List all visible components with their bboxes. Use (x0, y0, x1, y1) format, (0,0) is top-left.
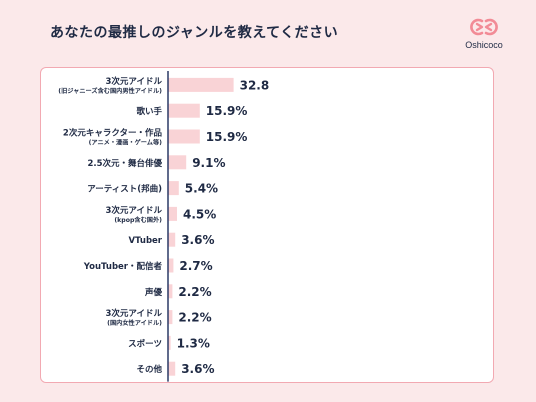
category-label: アーティスト(邦曲) (87, 184, 162, 195)
category-label: VTuber (128, 236, 162, 246)
value-label: 3.6% (181, 362, 214, 376)
bar-0 (168, 77, 234, 92)
bar-8 (168, 284, 173, 299)
bar-3 (168, 155, 187, 170)
value-label: 15.9% (206, 130, 248, 144)
bar-5 (168, 206, 177, 221)
value-label: 2.2% (178, 285, 211, 299)
chart-title: あなたの最推しのジャンルを教えてください (50, 25, 339, 41)
bar-4 (168, 181, 179, 196)
category-sublabel: (kpop含む国外) (114, 216, 162, 224)
bar-2 (168, 129, 200, 144)
category-sublabel: (国内女性アイドル) (107, 319, 162, 327)
oshicoco-logo-icon (470, 18, 498, 36)
bar-7 (168, 258, 174, 273)
value-label: 1.3% (177, 336, 210, 350)
value-label: 2.7% (179, 259, 212, 273)
category-label: 2次元キャラクター・作品 (63, 128, 163, 139)
category-label: スポーツ (128, 338, 162, 349)
bar-6 (168, 232, 176, 247)
value-label: 32.8 (240, 78, 270, 92)
category-label: 3次元アイドル (106, 205, 163, 216)
oshicoco-logo: Oshicoco (454, 16, 514, 54)
category-label: その他 (136, 364, 162, 375)
bar-10 (168, 335, 171, 350)
value-label: 9.1% (192, 156, 225, 170)
category-label: YouTuber・配信者 (83, 261, 163, 272)
category-sublabel: (アニメ・漫画・ゲーム等) (89, 139, 163, 147)
value-label: 2.2% (178, 311, 211, 325)
category-label: 2.5次元・舞台俳優 (87, 158, 162, 169)
bar-9 (168, 310, 173, 325)
value-label: 4.5% (183, 207, 216, 221)
value-label: 15.9% (206, 104, 248, 118)
category-label: 3次元アイドル (106, 308, 163, 319)
value-label: 3.6% (181, 233, 214, 247)
category-label: 声優 (144, 287, 163, 298)
category-label: 3次元アイドル (106, 76, 163, 87)
brand-name: Oshicoco (465, 40, 503, 50)
category-label: 歌い手 (136, 106, 162, 117)
category-sublabel: (旧ジャニーズ含む国内男性アイドル) (58, 87, 162, 95)
value-label: 5.4% (185, 182, 218, 196)
bar-11 (168, 361, 176, 376)
bar-1 (168, 103, 200, 118)
chart-card: 3次元アイドル (旧ジャニーズ含む国内男性アイドル) 32.8 歌い手 15.9% 2次元… (40, 67, 494, 383)
